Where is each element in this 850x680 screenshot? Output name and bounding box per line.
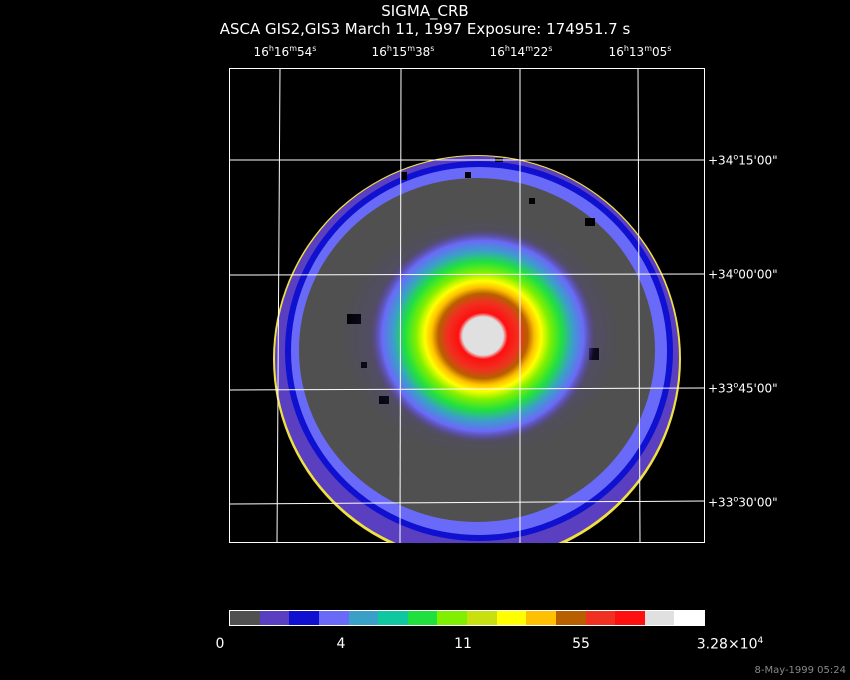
dec-label-1: +34o15'00" (708, 152, 778, 168)
dec-label-2: +34o00'00" (708, 266, 778, 282)
colorbar-segment (555, 611, 586, 625)
colorbar-label-11: 11 (454, 636, 472, 652)
colorbar-label-55: 55 (572, 636, 590, 652)
xray-image-frame (229, 68, 705, 543)
colorbar-segment (437, 611, 467, 625)
colorbar-segment (585, 611, 616, 625)
colorbar-segment (526, 611, 556, 625)
coordinate-grid (229, 68, 705, 543)
colorbar-segment (496, 611, 527, 625)
ra-label-4: 16h13m05s (608, 44, 672, 59)
timestamp: 8-May-1999 05:24 (754, 665, 846, 676)
colorbar (229, 610, 705, 626)
colorbar-segment (407, 611, 438, 625)
colorbar-label-max: 3.28×104 (696, 636, 764, 653)
ra-label-1: 16h16m54s (253, 44, 317, 59)
colorbar-segment (230, 611, 260, 625)
dec-label-3: +33o45'00" (708, 380, 778, 396)
colorbar-segment (378, 611, 408, 625)
colorbar-segment (318, 611, 349, 625)
colorbar-label-0: 0 (215, 636, 225, 652)
colorbar-segment (467, 611, 497, 625)
ra-label-3: 16h14m22s (489, 44, 553, 59)
dec-label-4: +33o30'00" (708, 494, 778, 510)
colorbar-segment (674, 611, 704, 625)
image-title: SIGMA_CRB (381, 2, 469, 20)
source-emission (371, 230, 595, 442)
colorbar-segment (289, 611, 319, 625)
colorbar-label-4: 4 (336, 636, 346, 652)
colorbar-segment (259, 611, 290, 625)
image-subtitle: ASCA GIS2,GIS3 March 11, 1997 Exposure: … (219, 20, 631, 38)
colorbar-segment (644, 611, 675, 625)
colorbar-segment (348, 611, 379, 625)
ra-label-2: 16h15m38s (371, 44, 435, 59)
colorbar-segment (615, 611, 645, 625)
